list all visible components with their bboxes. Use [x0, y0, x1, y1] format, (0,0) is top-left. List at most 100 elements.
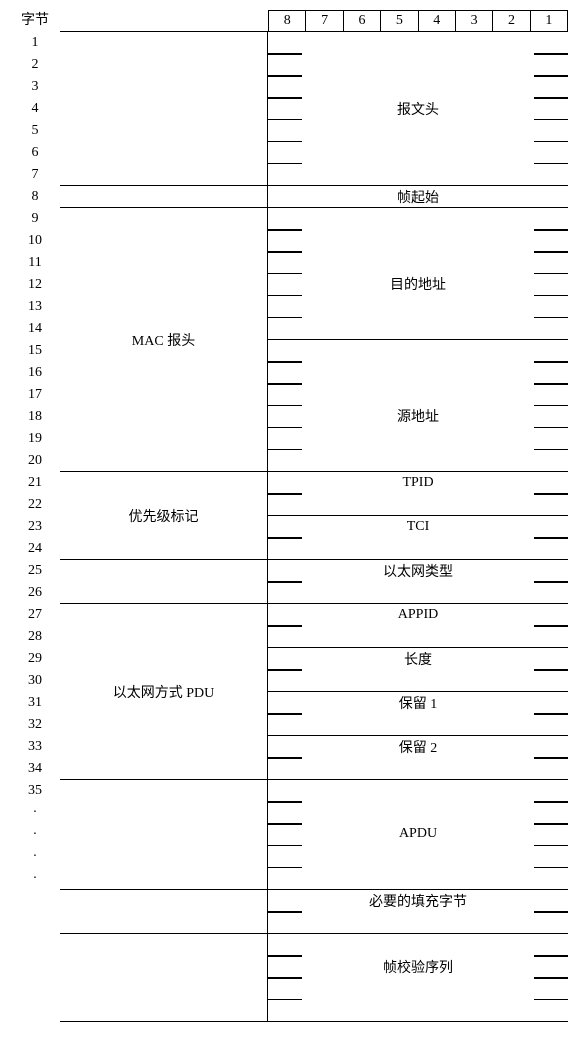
- sfd-label: 帧起始: [268, 186, 568, 207]
- priority-tag-left: 优先级标记: [60, 472, 268, 559]
- byte-number: 28: [10, 626, 60, 648]
- byte-number: ·: [10, 802, 60, 824]
- padding-left: [60, 890, 268, 933]
- section-preamble: 报文头: [60, 32, 568, 186]
- byte-number: 12: [10, 274, 60, 296]
- byte-number: 27: [10, 604, 60, 626]
- byte-number: 13: [10, 296, 60, 318]
- byte-number: [10, 890, 60, 912]
- byte-number-column: 字节 1234567891011121314151617181920212223…: [10, 10, 60, 1044]
- byte-number: 21: [10, 472, 60, 494]
- mac-header-left: MAC 报头: [60, 208, 268, 471]
- priority-tag-label: 优先级标记: [129, 506, 199, 526]
- byte-number: 6: [10, 142, 60, 164]
- section-priority-tag: 优先级标记 TPID TCI: [60, 472, 568, 560]
- byte-number: 4: [10, 98, 60, 120]
- byte-number: [10, 1022, 60, 1044]
- section-ethernet-pdu: 以太网方式 PDU APPID 长度 保留 1 保留 2: [60, 604, 568, 780]
- bit-header-cell: 5: [380, 10, 417, 32]
- byte-number: 20: [10, 450, 60, 472]
- ethertype-label: 以太网类型: [268, 560, 568, 582]
- section-sfd: 帧起始: [60, 186, 568, 208]
- apdu-label: APDU: [268, 824, 568, 846]
- bit-header-spacer: [60, 10, 268, 32]
- byte-number: 8: [10, 186, 60, 208]
- mac-header-label: MAC 报头: [132, 330, 195, 350]
- fcs-left: [60, 934, 268, 1021]
- byte-number: ·: [10, 846, 60, 868]
- preamble-label: 报文头: [268, 98, 568, 120]
- bit-header-cell: 7: [305, 10, 342, 32]
- byte-number: 32: [10, 714, 60, 736]
- dst-addr-label: 目的地址: [268, 273, 568, 295]
- appid-label: APPID: [268, 604, 568, 626]
- priority-tag-right: TPID TCI: [268, 472, 568, 559]
- byte-number: 17: [10, 384, 60, 406]
- byte-number: 31: [10, 692, 60, 714]
- tpid-label: TPID: [268, 472, 568, 494]
- byte-number: 10: [10, 230, 60, 252]
- bit-header-cell: 8: [268, 10, 305, 32]
- byte-number: [10, 934, 60, 956]
- fcs-right: 帧校验序列: [268, 934, 568, 1021]
- byte-number: 19: [10, 428, 60, 450]
- byte-number: [10, 912, 60, 934]
- byte-number: 35: [10, 780, 60, 802]
- byte-number: 5: [10, 120, 60, 142]
- byte-number: 14: [10, 318, 60, 340]
- bit-header-cell: 4: [418, 10, 455, 32]
- byte-number: 18: [10, 406, 60, 428]
- apdu-left: [60, 780, 268, 889]
- ethernet-pdu-label: 以太网方式 PDU: [113, 682, 215, 702]
- padding-label: 必要的填充字节: [268, 890, 568, 912]
- ethertype-left: [60, 560, 268, 603]
- section-sfd-left: [60, 186, 268, 207]
- ethernet-pdu-left: 以太网方式 PDU: [60, 604, 268, 779]
- byte-number: 22: [10, 494, 60, 516]
- bit-header-row: 87654321: [60, 10, 568, 32]
- section-preamble-left: [60, 32, 268, 185]
- padding-right: 必要的填充字节: [268, 890, 568, 933]
- bit-cells: 87654321: [268, 10, 568, 32]
- reserved2-label: 保留 2: [268, 736, 568, 758]
- src-addr-label: 源地址: [268, 405, 568, 427]
- byte-number: 11: [10, 252, 60, 274]
- byte-number: [10, 978, 60, 1000]
- byte-number: [10, 1000, 60, 1022]
- byte-number: 16: [10, 362, 60, 384]
- mac-header-right: 目的地址 源地址: [268, 208, 568, 471]
- byte-number: 30: [10, 670, 60, 692]
- bit-header-cell: 6: [343, 10, 380, 32]
- tci-label: TCI: [268, 516, 568, 538]
- bit-header-cell: 2: [492, 10, 529, 32]
- bit-header-cell: 1: [530, 10, 568, 32]
- byte-number: 3: [10, 76, 60, 98]
- reserved1-label: 保留 1: [268, 692, 568, 714]
- byte-number: 24: [10, 538, 60, 560]
- byte-number: 23: [10, 516, 60, 538]
- main-structure-column: 87654321 报文头 帧起始 MAC 报头: [60, 10, 568, 1022]
- apdu-right: APDU: [268, 780, 568, 889]
- byte-number: 29: [10, 648, 60, 670]
- byte-number: 1: [10, 32, 60, 54]
- section-padding: 必要的填充字节: [60, 890, 568, 934]
- bit-header-cell: 3: [455, 10, 492, 32]
- byte-column-header: 字节: [10, 10, 60, 32]
- byte-number: 34: [10, 758, 60, 780]
- frame-structure-diagram: 字节 1234567891011121314151617181920212223…: [10, 10, 568, 1044]
- fcs-label: 帧校验序列: [268, 956, 568, 978]
- byte-number: 25: [10, 560, 60, 582]
- ethernet-pdu-right: APPID 长度 保留 1 保留 2: [268, 604, 568, 779]
- byte-number: 33: [10, 736, 60, 758]
- section-ethertype: 以太网类型: [60, 560, 568, 604]
- byte-number: 9: [10, 208, 60, 230]
- byte-number: 26: [10, 582, 60, 604]
- section-sfd-right: 帧起始: [268, 186, 568, 207]
- byte-number: 15: [10, 340, 60, 362]
- byte-number: ·: [10, 824, 60, 846]
- length-label: 长度: [268, 648, 568, 670]
- section-preamble-right: 报文头: [268, 32, 568, 185]
- byte-number: ·: [10, 868, 60, 890]
- section-apdu: APDU: [60, 780, 568, 890]
- byte-number: 7: [10, 164, 60, 186]
